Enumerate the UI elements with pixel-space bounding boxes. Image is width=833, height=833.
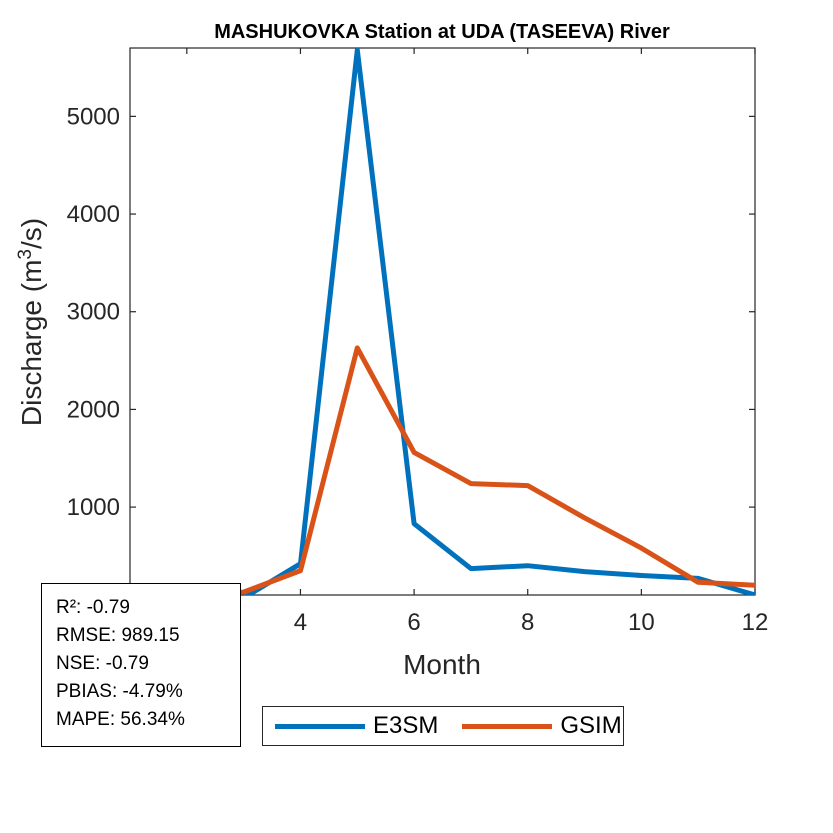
- x-tick-label: 4: [294, 609, 307, 636]
- gsim-swatch: [462, 723, 553, 729]
- x-tick-label: 12: [742, 609, 769, 636]
- y-tick-label: 4000: [67, 201, 120, 228]
- metrics-box: R²: -0.79 RMSE: 989.15 NSE: -0.79 PBIAS:…: [41, 583, 241, 747]
- nse-stat: NSE: -0.79: [56, 653, 149, 674]
- x-axis-label: Month: [403, 649, 481, 680]
- legend-label-gsim: GSIM: [560, 712, 622, 739]
- legend: E3SM GSIM: [262, 706, 624, 746]
- y-tick-label: 3000: [67, 299, 120, 326]
- e3sm-swatch: [275, 723, 365, 729]
- legend-label-e3sm: E3SM: [373, 712, 439, 739]
- y-tick-label: 1000: [67, 494, 120, 521]
- x-tick-label: 6: [407, 609, 420, 636]
- x-tick-label: 10: [628, 609, 655, 636]
- legend-item-gsim: GSIM: [462, 712, 622, 740]
- r2-stat: R²: -0.79: [56, 597, 130, 618]
- y-axis: 1000 2000 3000 4000 5000: [67, 103, 755, 521]
- x-axis: 24681012: [180, 48, 768, 636]
- y-axis-label: Discharge (m3/s): [15, 218, 47, 426]
- series-line-e3sm: [243, 48, 755, 595]
- plot-area: [129, 47, 756, 596]
- y-tick-label: 5000: [67, 103, 120, 130]
- legend-item-e3sm: E3SM: [275, 712, 438, 740]
- chart-title: MASHUKOVKA Station at UDA (TASEEVA) Rive…: [214, 21, 670, 43]
- pbias-stat: PBIAS: -4.79%: [56, 681, 183, 702]
- x-tick-label: 8: [521, 609, 534, 636]
- rmse-stat: RMSE: 989.15: [56, 625, 180, 646]
- y-tick-label: 2000: [67, 396, 120, 423]
- mape-stat: MAPE: 56.34%: [56, 709, 185, 730]
